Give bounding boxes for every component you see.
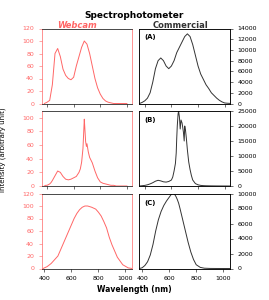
Text: (A): (A): [144, 34, 156, 40]
Text: (B): (B): [144, 117, 155, 123]
Text: Intensity (arbitrary unit): Intensity (arbitrary unit): [0, 108, 6, 192]
Text: Commercial: Commercial: [152, 21, 208, 30]
Text: Wavelength (nm): Wavelength (nm): [97, 285, 172, 294]
Text: Webcam: Webcam: [57, 21, 97, 30]
Text: (C): (C): [144, 200, 155, 206]
Text: Spectrophotometer: Spectrophotometer: [85, 11, 184, 20]
